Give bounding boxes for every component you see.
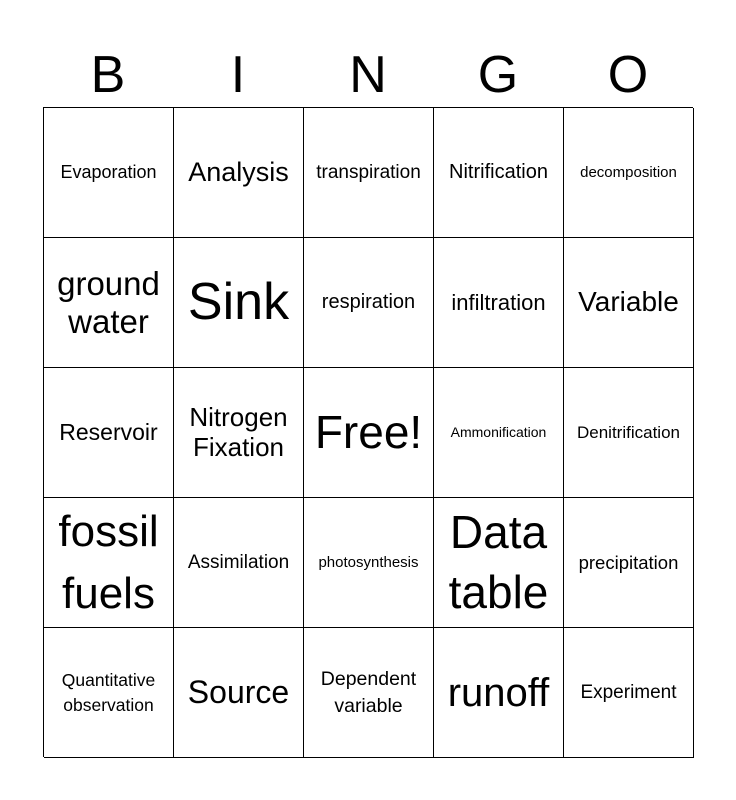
bingo-cell: Ammonification [434, 368, 564, 498]
bingo-cell: Evaporation [44, 108, 174, 238]
bingo-cell: runoff [434, 628, 564, 758]
bingo-cell: decomposition [564, 108, 694, 238]
bingo-cell: Analysis [174, 108, 304, 238]
bingo-cell: Experiment [564, 628, 694, 758]
header-letter-i: I [230, 46, 246, 104]
bingo-cell: ground water [44, 238, 174, 368]
bingo-cell: photosynthesis [304, 498, 434, 628]
free-cell: Free! [304, 368, 434, 498]
bingo-header: B I N G O [43, 40, 693, 110]
header-letter-g: G [477, 46, 519, 104]
bingo-cell: Source [174, 628, 304, 758]
bingo-cell: Data table [434, 498, 564, 628]
bingo-cell: Quantitative observation [44, 628, 174, 758]
bingo-cell: Sink [174, 238, 304, 368]
bingo-cell: precipitation [564, 498, 694, 628]
bingo-cell: Variable [564, 238, 694, 368]
bingo-cell: Dependent variable [304, 628, 434, 758]
bingo-cell: Reservoir [44, 368, 174, 498]
bingo-cell: transpiration [304, 108, 434, 238]
header-letter-b: B [90, 46, 126, 104]
header-letter-o: O [607, 46, 649, 104]
bingo-cell: respiration [304, 238, 434, 368]
bingo-cell: Assimilation [174, 498, 304, 628]
bingo-cell: Denitrification [564, 368, 694, 498]
header-letter-n: N [349, 46, 387, 104]
bingo-cell: Nitrification [434, 108, 564, 238]
bingo-cell: fossil fuels [44, 498, 174, 628]
bingo-cell: Nitrogen Fixation [174, 368, 304, 498]
bingo-cell: infiltration [434, 238, 564, 368]
bingo-grid: Evaporation Analysis transpiration Nitri… [43, 107, 694, 758]
